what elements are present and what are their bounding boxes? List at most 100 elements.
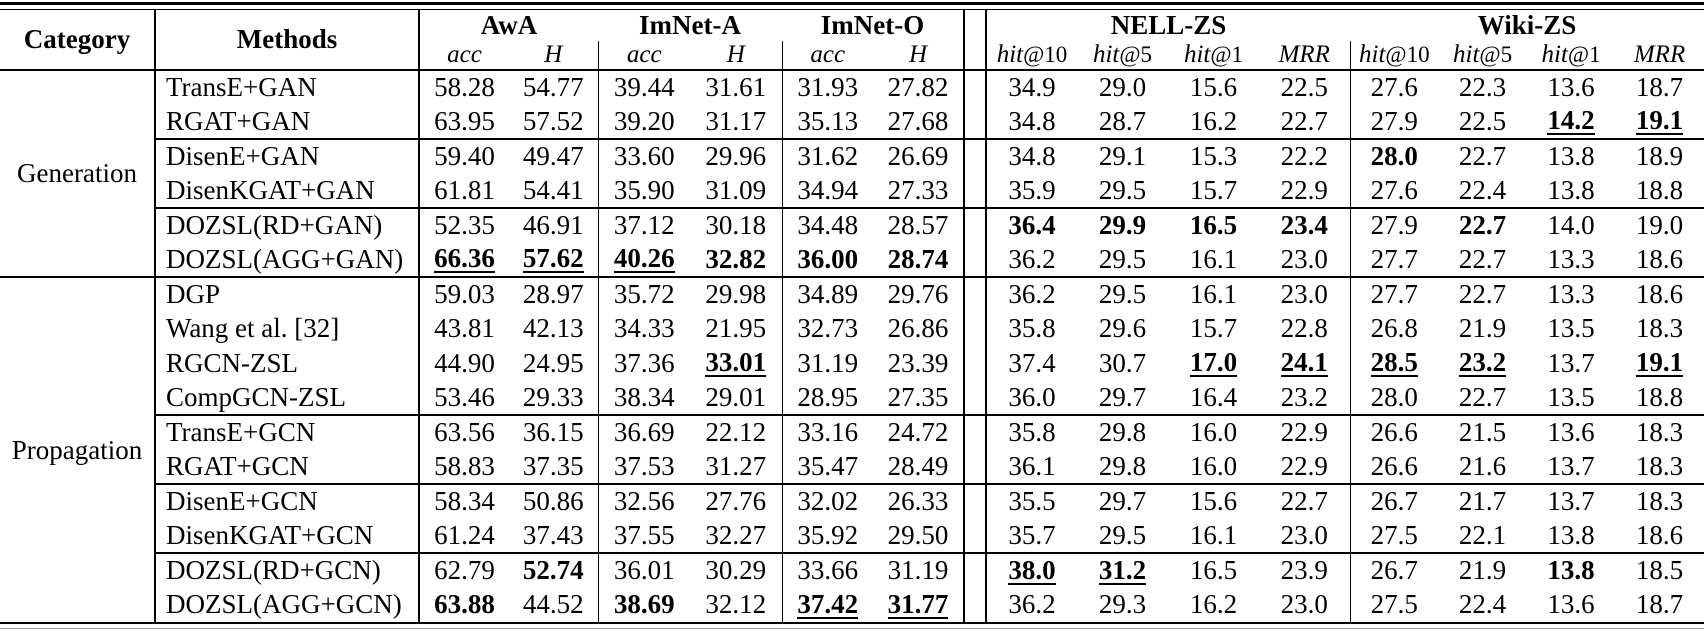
section-divider	[963, 139, 987, 174]
value: 13.7	[1547, 486, 1595, 517]
value: 37.4	[1008, 347, 1056, 378]
value: 29.5	[1098, 174, 1147, 205]
metric-header-imneta-h: H	[690, 41, 783, 70]
value-cell: 16.1	[1168, 518, 1259, 554]
value-cell: 36.00	[782, 242, 873, 278]
value-cell: 34.48	[782, 208, 873, 243]
metric-header-nell-mrr: MRR	[1259, 41, 1351, 70]
value: 26.69	[887, 141, 949, 172]
value-cell: 37.36	[598, 346, 690, 381]
value: 54.41	[522, 174, 584, 205]
value: 46.91	[522, 210, 584, 241]
value-cell: 16.4	[1168, 380, 1259, 416]
value: 36.1	[1008, 450, 1056, 481]
value-cell: 59.03	[419, 277, 509, 312]
value: 37.53	[613, 450, 675, 481]
value: 30.7	[1098, 347, 1147, 378]
value-cell: 29.5	[1077, 518, 1168, 554]
value-cell: 15.3	[1168, 139, 1259, 174]
value-cell: 26.6	[1350, 415, 1438, 450]
value-cell: 22.4	[1438, 588, 1527, 623]
value-cell: 35.9	[986, 173, 1077, 209]
value: 24.95	[522, 347, 584, 378]
table-row: Propagation DGP 59.03 28.97 35.72 29.98 34.89 2…	[0, 277, 1704, 622]
value-cell: 53.46	[419, 380, 509, 416]
value-cell: 18.6	[1615, 277, 1704, 312]
value: 16.2	[1189, 105, 1238, 136]
value: 32.82	[705, 243, 767, 274]
value-cell: 21.95	[690, 311, 783, 346]
value-cell: 28.74	[873, 242, 964, 278]
value: 22.7	[1458, 141, 1507, 172]
value: 22.5	[1458, 105, 1507, 136]
section-divider	[963, 380, 987, 416]
value-cell: 63.88	[419, 588, 509, 623]
value: 19.0	[1635, 210, 1684, 241]
value-cell: 26.33	[873, 484, 964, 519]
value: 13.8	[1547, 519, 1595, 550]
value: 23.39	[887, 347, 949, 378]
table-row: DOZSL(RD+GAN) 52.35 46.91 37.12 30.18 34.48 28…	[0, 208, 1704, 243]
section-divider	[963, 449, 987, 485]
value: 23.2	[1458, 347, 1507, 378]
value: 36.0	[1008, 381, 1056, 412]
value-cell: 33.16	[782, 415, 873, 450]
value: 33.16	[797, 417, 859, 448]
value: 13.6	[1547, 417, 1595, 448]
value-cell: 29.7	[1077, 484, 1168, 519]
value: 29.3	[1098, 589, 1147, 620]
value: 58.83	[434, 450, 495, 481]
value: 27.6	[1370, 72, 1418, 103]
value: 29.96	[705, 141, 767, 172]
value: 26.6	[1370, 417, 1418, 448]
value-cell: 27.7	[1350, 242, 1439, 278]
value-cell: 22.7	[1438, 380, 1528, 416]
value: 63.88	[434, 589, 495, 620]
method-cell: DOZSL(AGG+GAN)	[155, 242, 420, 278]
value-cell: 29.76	[873, 277, 964, 312]
table-row: RGCN-ZSL 44.90 24.95 37.36 33.01 31.19 23.39 37…	[0, 346, 1704, 381]
value-cell: 28.7	[1077, 104, 1168, 140]
value-cell: 29.6	[1077, 312, 1168, 347]
value-cell: 33.60	[598, 139, 690, 174]
value-cell: 22.9	[1259, 415, 1351, 450]
value-cell: 22.5	[1438, 104, 1528, 140]
value: 27.76	[705, 486, 767, 517]
value: 13.5	[1547, 313, 1595, 344]
value-cell: 61.81	[419, 173, 509, 209]
value-cell: 22.2	[1259, 139, 1351, 174]
value-cell: 61.24	[419, 518, 509, 554]
table-row: RGAT+GAN 63.95 57.52 39.20 31.17 35.13 27.68 34…	[0, 104, 1704, 140]
value-cell: 13.8	[1527, 518, 1616, 554]
value: 34.8	[1008, 105, 1056, 136]
value-cell: 13.6	[1527, 415, 1615, 450]
value-cell: 36.01	[598, 553, 690, 588]
category-cell: Propagation	[0, 277, 156, 622]
value-cell: 22.7	[1438, 242, 1528, 278]
value-cell: 28.97	[509, 277, 599, 312]
value: 21.9	[1458, 555, 1507, 586]
value-cell: 22.3	[1438, 70, 1527, 105]
value: 30.18	[705, 210, 767, 241]
value: 15.7	[1189, 174, 1238, 205]
value: 36.2	[1008, 243, 1056, 274]
value: 23.0	[1280, 519, 1328, 550]
value-cell: 15.6	[1168, 70, 1259, 105]
value: 53.46	[434, 381, 495, 412]
value-cell: 29.1	[1077, 139, 1168, 174]
value: 26.86	[887, 313, 949, 344]
metric-header-awa-acc: acc	[447, 41, 482, 68]
method-cell: RGCN-ZSL	[155, 346, 420, 381]
value: 40.26	[613, 243, 675, 274]
metric-header-wiki-hit5: hit@5	[1453, 41, 1513, 68]
value: 19.1	[1635, 105, 1684, 136]
value: 63.56	[434, 417, 495, 448]
value: 59.40	[434, 141, 495, 172]
value-cell: 63.95	[419, 104, 509, 140]
value-cell: 28.57	[873, 208, 964, 243]
value: 27.5	[1370, 589, 1418, 620]
value-cell: 36.2	[986, 588, 1077, 623]
value-cell: 38.34	[598, 380, 690, 416]
method-cell: DOZSL(RD+GAN)	[155, 208, 420, 243]
value-cell: 17.0	[1168, 346, 1259, 381]
